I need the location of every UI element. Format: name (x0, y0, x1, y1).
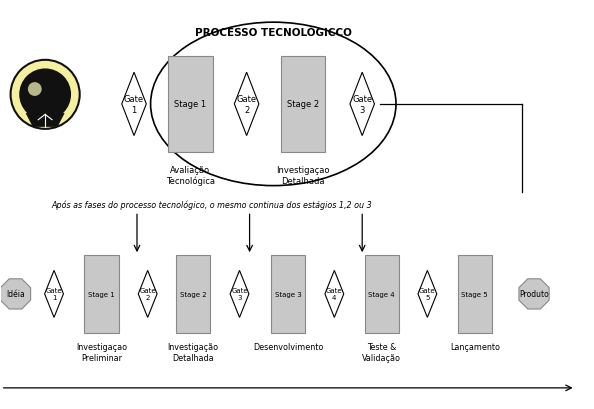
Ellipse shape (11, 61, 80, 130)
Text: Investigaçao
Preliminar: Investigaçao Preliminar (76, 342, 127, 362)
Polygon shape (138, 271, 157, 318)
Bar (457, 256, 492, 333)
Ellipse shape (151, 23, 396, 186)
Text: Idéia: Idéia (6, 290, 25, 299)
Polygon shape (350, 73, 374, 136)
Text: Investigaçao
Detalhada: Investigaçao Detalhada (276, 166, 330, 185)
Ellipse shape (19, 69, 71, 121)
Text: Stage 5: Stage 5 (462, 291, 488, 297)
Bar (84, 256, 119, 333)
Bar (176, 256, 210, 333)
Polygon shape (325, 271, 344, 318)
Ellipse shape (28, 83, 42, 97)
Polygon shape (122, 73, 146, 136)
Polygon shape (1, 279, 31, 309)
Polygon shape (45, 271, 64, 318)
Bar (281, 57, 325, 153)
Text: Stage 2: Stage 2 (180, 291, 207, 297)
Polygon shape (26, 114, 64, 127)
Polygon shape (519, 279, 549, 309)
Text: Stage 2: Stage 2 (287, 100, 319, 109)
Text: Gate
3: Gate 3 (352, 95, 372, 114)
Text: PROCESSO TECNOLÓGICCO: PROCESSO TECNOLÓGICCO (195, 28, 352, 38)
Text: Stage 3: Stage 3 (275, 291, 302, 297)
Text: Gate
2: Gate 2 (236, 95, 257, 114)
Text: Gate
1: Gate 1 (46, 288, 62, 301)
Text: Gate
2: Gate 2 (140, 288, 156, 301)
Text: Teste &
Validação: Teste & Validação (362, 342, 401, 362)
Bar (271, 256, 305, 333)
Text: Lançamento: Lançamento (450, 342, 500, 351)
Bar (168, 57, 213, 153)
Text: Gate
3: Gate 3 (231, 288, 248, 301)
Text: Desenvolvimento: Desenvolvimento (253, 342, 323, 351)
Text: Produto: Produto (519, 290, 549, 299)
Polygon shape (418, 271, 437, 318)
Polygon shape (230, 271, 249, 318)
Text: Stage 1: Stage 1 (174, 100, 206, 109)
Text: Gate
5: Gate 5 (419, 288, 435, 301)
Polygon shape (235, 73, 259, 136)
Text: Stage 1: Stage 1 (88, 291, 115, 297)
Text: Avaliação
Tecnológica: Avaliação Tecnológica (166, 166, 215, 186)
Text: Gate
1: Gate 1 (124, 95, 144, 114)
Text: Investigação
Detalhada: Investigação Detalhada (168, 342, 219, 362)
Text: Após as fases do processo tecnológico, o mesmo continua dos estágios 1,2 ou 3: Após as fases do processo tecnológico, o… (51, 200, 372, 209)
Bar (365, 256, 399, 333)
Text: Gate
4: Gate 4 (326, 288, 343, 301)
Text: Stage 4: Stage 4 (368, 291, 395, 297)
